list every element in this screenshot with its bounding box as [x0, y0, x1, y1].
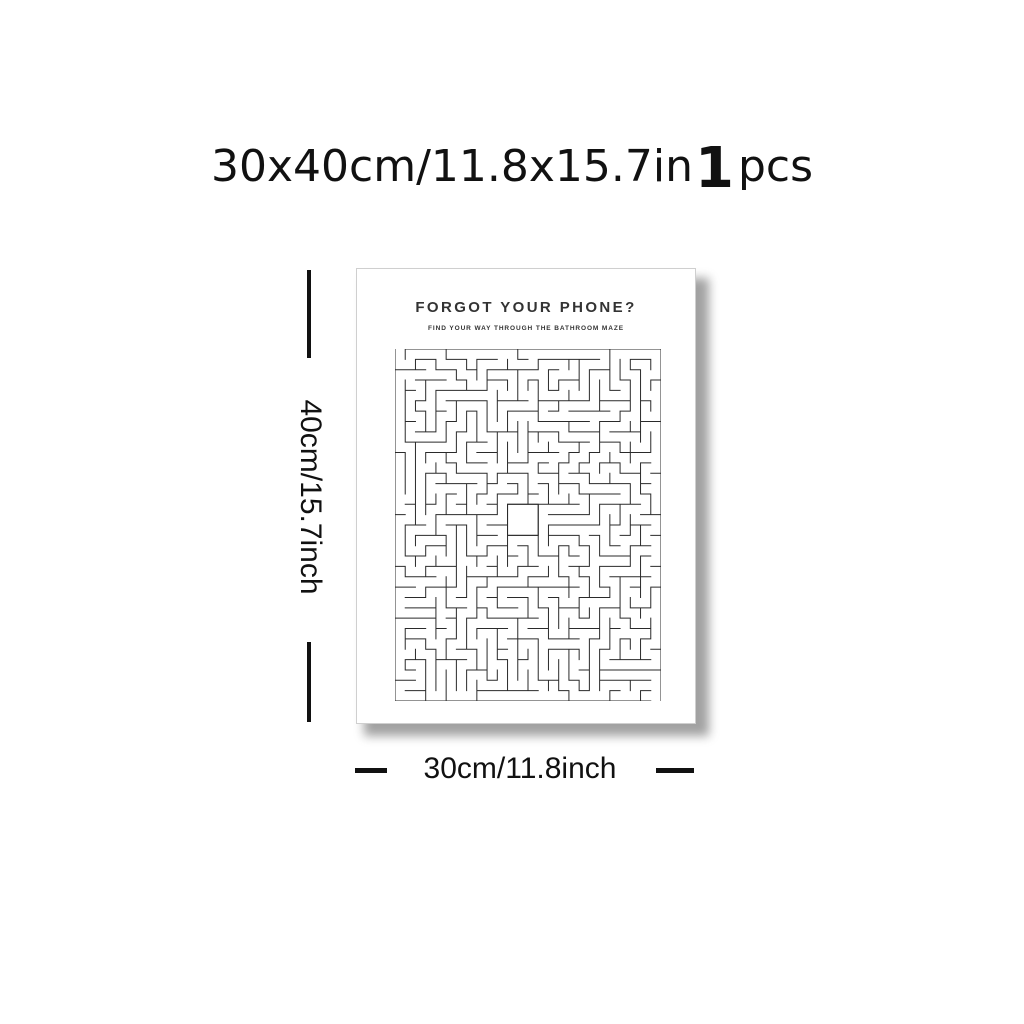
poster-subtitle: FIND YOUR WAY THROUGH THE BATHROOM MAZE — [428, 325, 624, 332]
quantity-value: 1 — [694, 136, 734, 201]
maze-illustration — [395, 349, 661, 701]
maze-center-box — [507, 503, 539, 536]
size-text: 30x40cm/11.8x15.7in — [211, 141, 693, 192]
quantity-unit: pcs — [737, 141, 813, 192]
poster-title: FORGOT YOUR PHONE? — [415, 299, 637, 316]
width-dimension-line-left — [355, 768, 387, 773]
width-dimension-line-right — [656, 768, 694, 773]
maze-poster: FORGOT YOUR PHONE? FIND YOUR WAY THROUGH… — [356, 268, 696, 724]
height-dimension-line-top — [307, 270, 311, 358]
maze-walls — [395, 349, 661, 701]
width-dimension-label: 30cm/11.8inch — [423, 752, 617, 785]
height-dimension-line-bottom — [307, 642, 311, 722]
height-dimension-label: 40cm/15.7inch — [294, 399, 327, 595]
product-size-heading: 30x40cm/11.8x15.7in1pcs — [0, 136, 1024, 201]
